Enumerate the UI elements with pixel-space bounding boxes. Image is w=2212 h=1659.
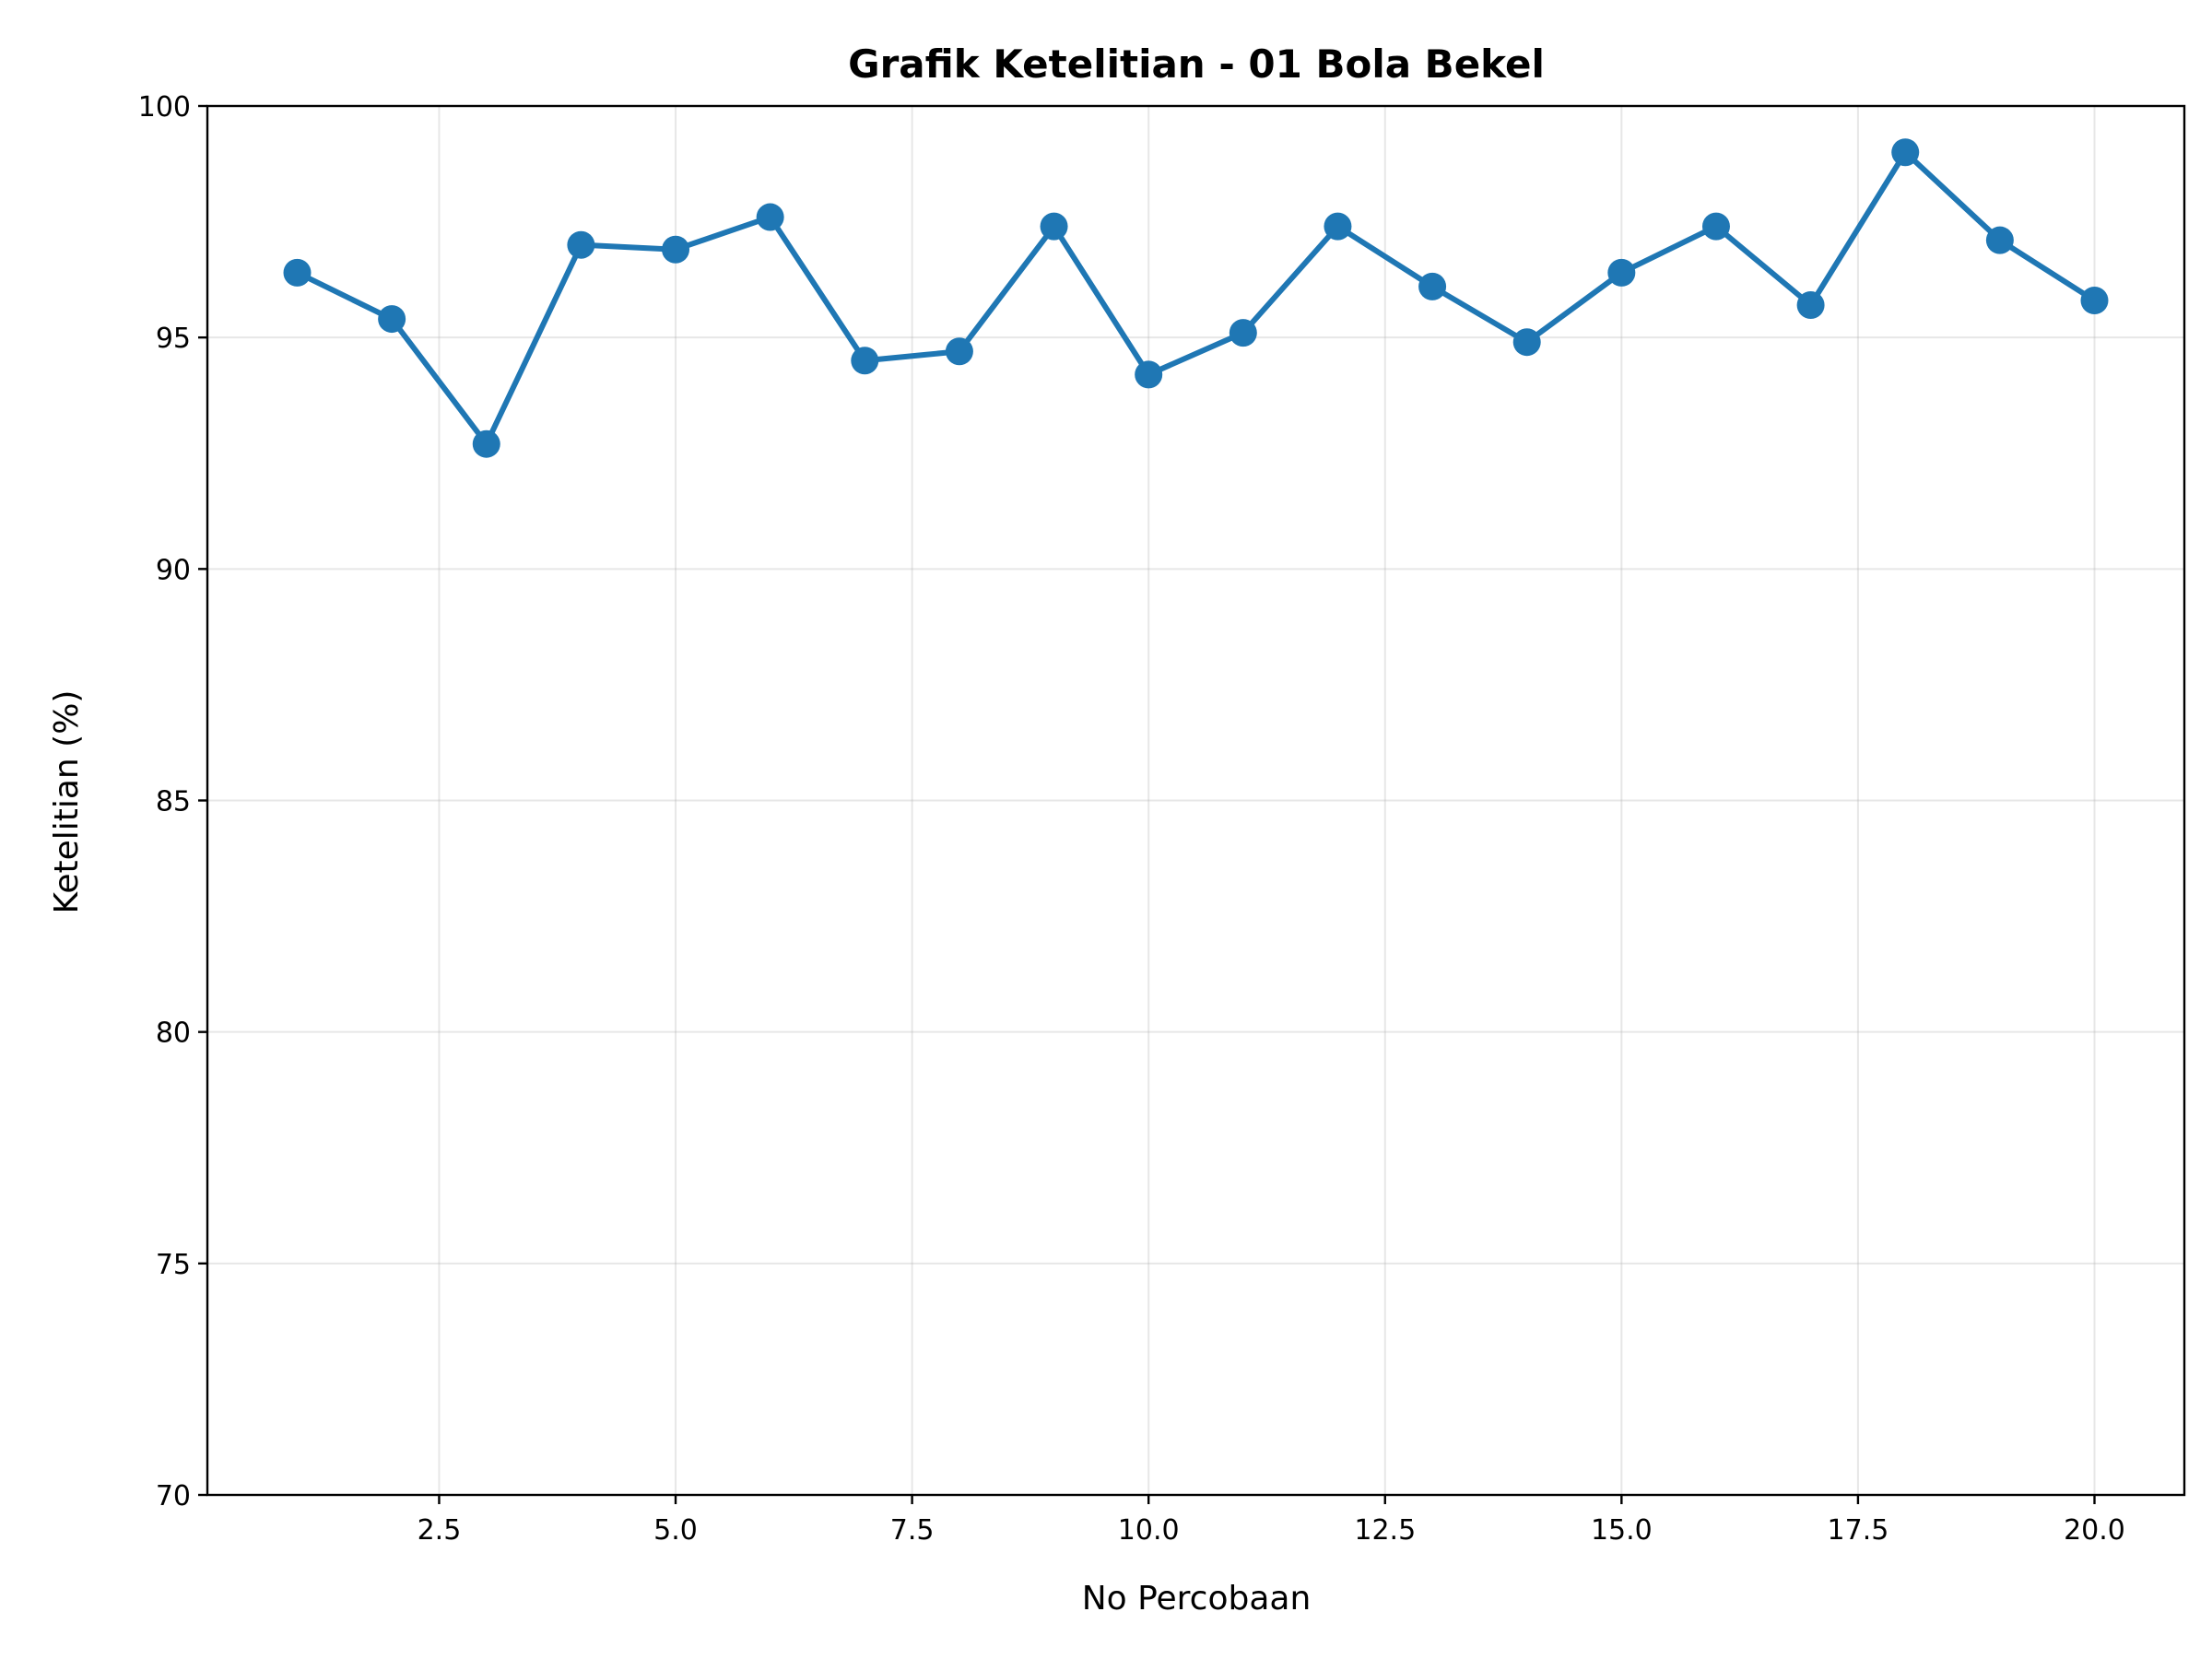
data-point xyxy=(1135,360,1163,389)
x-tick-label: 5.0 xyxy=(653,1514,698,1547)
data-point xyxy=(1229,319,1257,347)
data-point xyxy=(1418,272,1447,300)
data-point xyxy=(1324,212,1352,241)
x-tick-label: 12.5 xyxy=(1354,1514,1416,1547)
data-point xyxy=(283,258,312,287)
y-tick-label: 90 xyxy=(156,554,191,586)
axis-ticks: 2.5 5.0 7.5 10.0 12.5 15.0 17.5 20.0 70 75 80 85 90 9… xyxy=(138,91,2125,1547)
x-tick-label: 15.0 xyxy=(1591,1514,1653,1547)
data-point xyxy=(1701,212,1730,241)
data-point xyxy=(1607,258,1636,287)
series-line xyxy=(296,149,2097,447)
x-tick-label: 10.0 xyxy=(1118,1514,1180,1547)
x-axis-label: No Percobaan xyxy=(1082,1580,1312,1618)
data-point xyxy=(1985,226,2014,254)
data-point xyxy=(2080,286,2109,314)
y-tick-label: 95 xyxy=(156,323,191,355)
chart-title: Grafik Ketelitian - 01 Bola Bekel xyxy=(848,41,1545,87)
data-point xyxy=(472,429,500,458)
y-tick-label: 85 xyxy=(156,786,191,818)
y-tick-label: 70 xyxy=(156,1480,191,1512)
x-tick-label: 17.5 xyxy=(1828,1514,1889,1547)
x-tick-label: 2.5 xyxy=(418,1514,462,1547)
data-point xyxy=(851,347,879,375)
y-axis-label: Ketelitian (%) xyxy=(48,690,86,914)
data-point xyxy=(1796,291,1825,320)
data-point xyxy=(662,235,690,264)
y-tick-label: 75 xyxy=(156,1249,191,1281)
y-tick-label: 80 xyxy=(156,1018,191,1050)
series-layer xyxy=(283,138,2109,458)
x-tick-label: 20.0 xyxy=(2064,1514,2125,1547)
data-point xyxy=(567,230,595,259)
y-tick-label: 100 xyxy=(138,91,191,124)
data-point xyxy=(756,203,784,231)
data-point xyxy=(1512,328,1541,357)
data-point xyxy=(1040,212,1068,241)
data-point xyxy=(945,337,973,366)
x-tick-label: 7.5 xyxy=(890,1514,935,1547)
grid xyxy=(207,105,2184,1496)
data-point xyxy=(1891,138,1920,167)
data-point xyxy=(378,305,406,334)
